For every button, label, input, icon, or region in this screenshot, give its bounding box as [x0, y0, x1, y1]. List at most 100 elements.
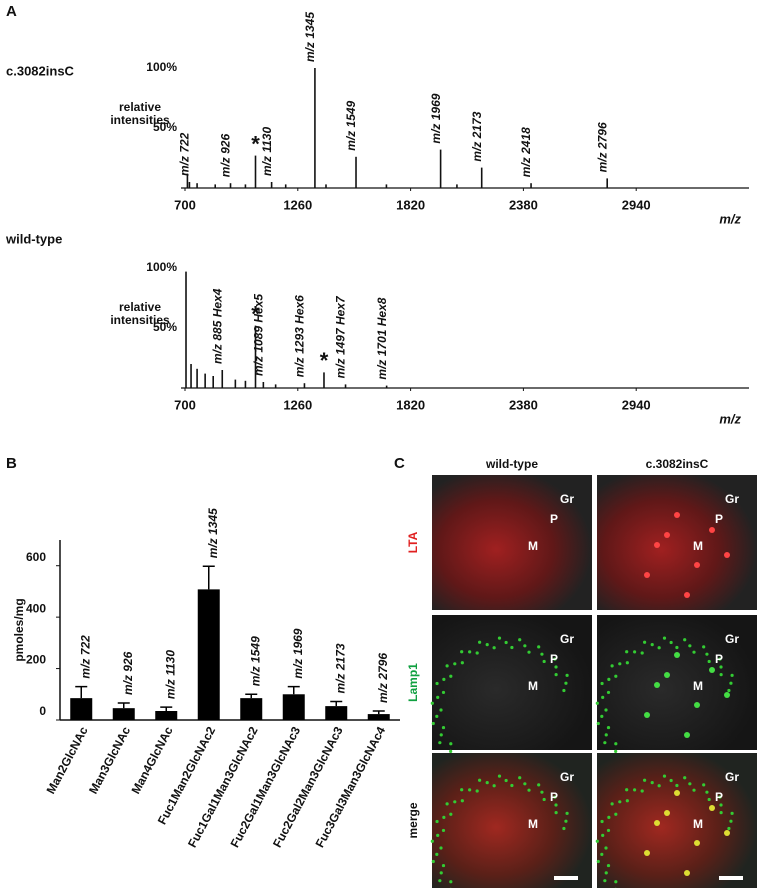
green-dot [445, 664, 449, 668]
y-tick-label: 100% [146, 60, 177, 74]
green-dot [564, 681, 568, 685]
green-dot [565, 673, 569, 677]
region-label: M [528, 817, 538, 831]
green-dot [439, 708, 443, 712]
green-dot [439, 846, 443, 850]
x-tick-label: 1820 [396, 397, 425, 412]
green-dot [510, 645, 514, 650]
spot [644, 850, 650, 856]
green-dot [603, 879, 607, 883]
spot [709, 527, 715, 533]
x-tick-label: 2380 [509, 397, 538, 412]
green-dot [562, 826, 566, 831]
spot [709, 667, 715, 673]
green-dot [707, 659, 711, 664]
peak-label: m/z 1969 [429, 93, 443, 143]
green-dot [625, 650, 629, 654]
green-dot [675, 645, 679, 650]
green-dot [625, 788, 629, 792]
green-dot [606, 725, 611, 730]
green-dot [601, 695, 605, 699]
green-dot [719, 810, 723, 815]
annotation: * [251, 131, 260, 156]
region-label: Gr [725, 492, 739, 506]
region-label: P [715, 790, 723, 804]
spot [644, 572, 650, 578]
green-dot [565, 811, 569, 815]
region-label: M [693, 817, 703, 831]
region-label: P [550, 790, 558, 804]
green-dot [729, 681, 733, 685]
green-dot [435, 714, 439, 718]
x-tick-label: Man3GlcNAc [86, 724, 133, 796]
green-dot [633, 788, 637, 792]
y-axis-label: relative [119, 300, 161, 314]
spot [684, 592, 690, 598]
green-dot [614, 880, 618, 884]
green-dot [614, 674, 618, 678]
green-dot [633, 650, 637, 654]
green-dot [614, 812, 618, 816]
y-axis-label: relative [119, 100, 161, 114]
green-dot [468, 650, 472, 654]
green-dot [554, 665, 558, 669]
green-dot [438, 879, 442, 883]
green-dot [439, 733, 443, 737]
green-dot [640, 789, 644, 793]
scale-bar [554, 876, 578, 880]
green-dot [518, 776, 522, 780]
green-dot [729, 819, 733, 823]
spot [724, 692, 730, 698]
spot [674, 652, 680, 658]
x-tick-label: Man4GlcNAc [129, 724, 176, 796]
spot [724, 830, 730, 836]
panel-label: C [394, 455, 405, 472]
green-dot [604, 871, 608, 875]
y-tick-label: 400 [26, 601, 46, 615]
green-dot [692, 788, 696, 792]
bar [155, 711, 178, 720]
y-axis-label: intensities [110, 113, 170, 127]
spot [674, 512, 680, 518]
green-dot [441, 863, 446, 868]
green-dot [719, 803, 723, 807]
bar [325, 706, 348, 720]
error-bar [202, 565, 215, 590]
peak-label: m/z 1130 [260, 127, 274, 176]
green-dot [614, 749, 618, 753]
micrograph [597, 475, 757, 610]
bar [197, 589, 220, 720]
green-dot [606, 863, 611, 868]
green-dot [601, 833, 605, 837]
green-dot [431, 859, 435, 864]
peak-label: m/z 1701 Hex8 [375, 297, 389, 379]
x-tick-label: Man2GlcNAc [44, 724, 91, 796]
green-dot [442, 815, 446, 819]
green-dot [475, 651, 479, 655]
green-dot [449, 749, 453, 753]
spot [709, 805, 715, 811]
peak-label: m/z 2418 [519, 127, 533, 177]
green-dot [485, 781, 489, 785]
green-dot [436, 833, 440, 837]
green-dot [460, 788, 464, 792]
green-dot [657, 646, 661, 650]
region-label: P [550, 652, 558, 666]
row-label: Lamp1 [406, 663, 420, 702]
bar-label: m/z 1345 [206, 508, 220, 558]
green-dot [460, 661, 464, 665]
peak-label: m/z 885 Hex4 [210, 288, 224, 364]
green-dot [719, 665, 723, 669]
panel-label: B [6, 455, 17, 472]
region-label: M [528, 539, 538, 553]
region-label: M [693, 679, 703, 693]
y-tick-label: 100% [146, 260, 177, 274]
spot [694, 702, 700, 708]
peak-label: m/z 1293 Hex6 [293, 295, 307, 377]
green-dot [662, 774, 667, 778]
green-dot [643, 640, 647, 644]
bar [112, 708, 135, 720]
green-dot [527, 788, 531, 792]
green-dot [449, 742, 453, 746]
region-label: P [715, 652, 723, 666]
